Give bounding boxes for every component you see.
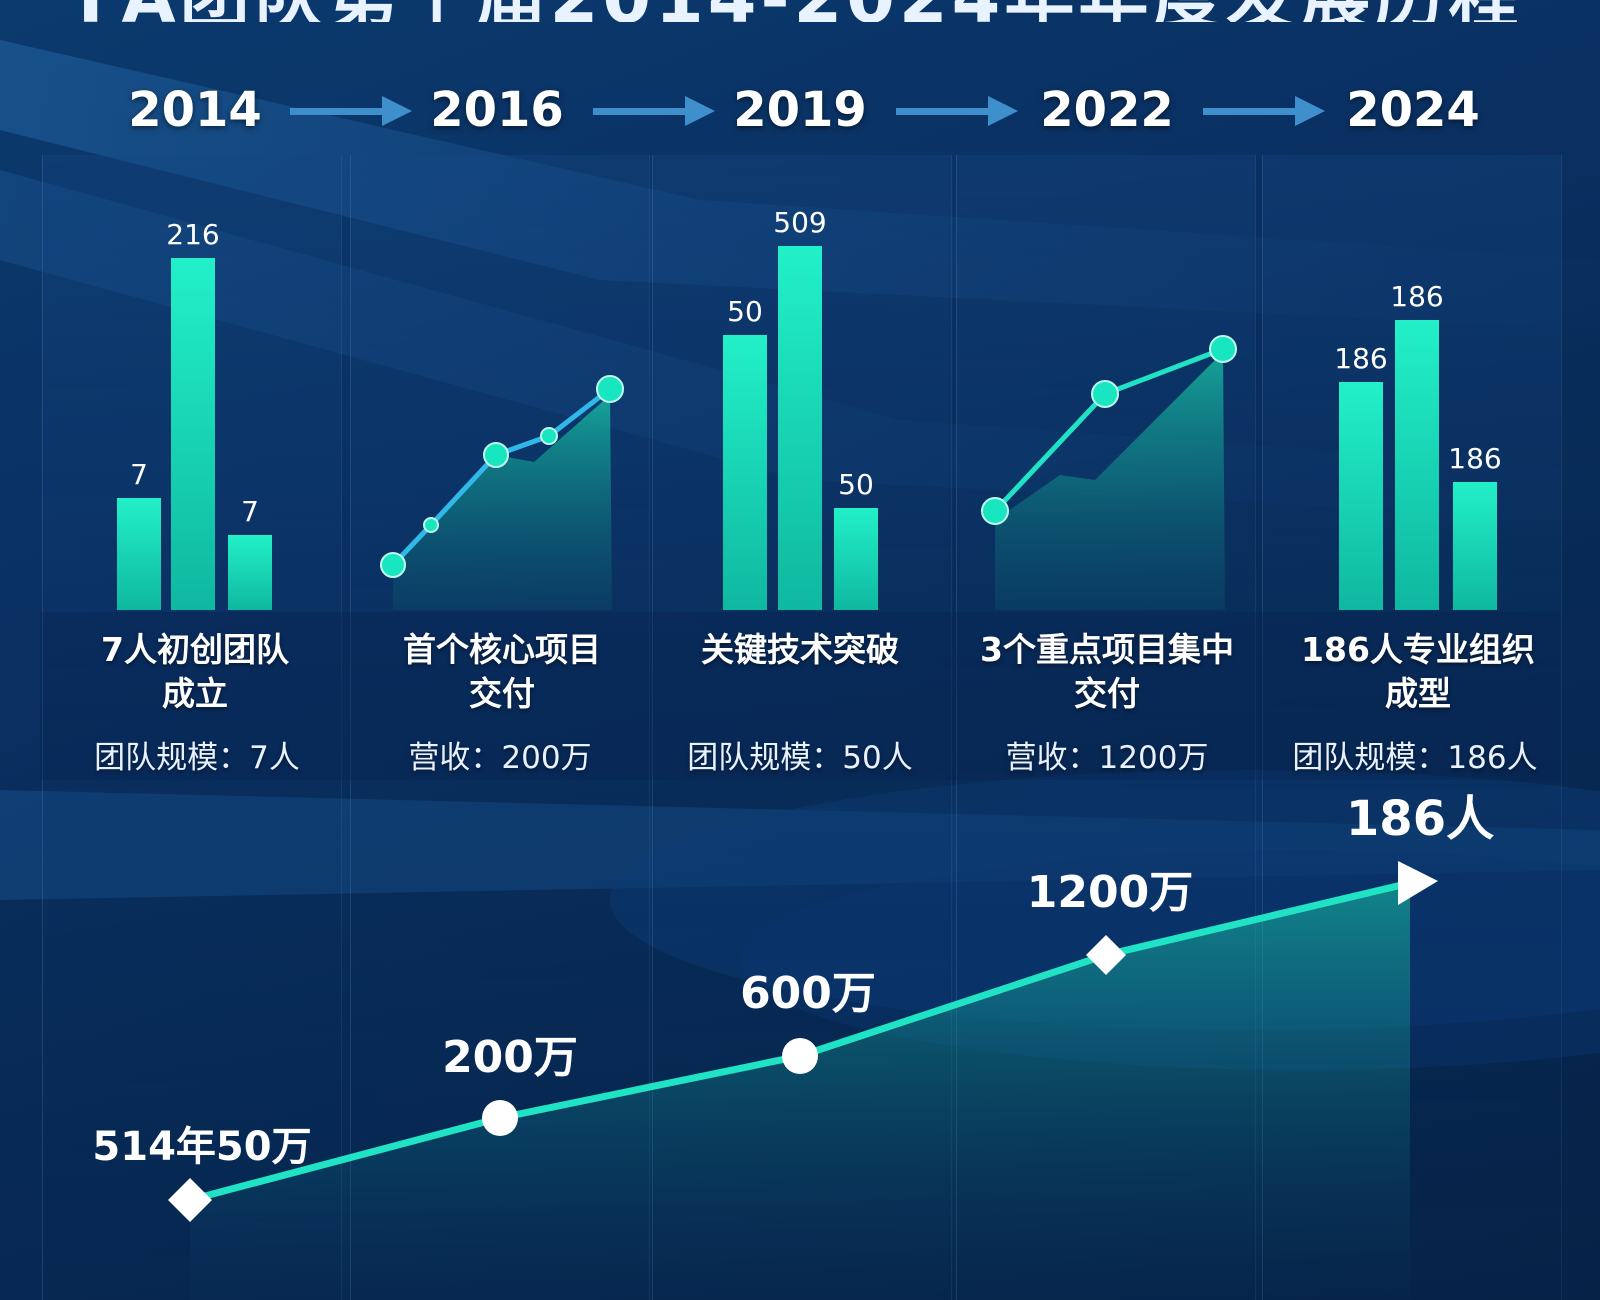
year-2022: 2022 — [1040, 82, 1174, 138]
bar — [1339, 382, 1383, 610]
year-2024: 2024 — [1346, 82, 1480, 138]
year-2014: 2014 — [128, 82, 262, 138]
milestone-title-line: 交付 — [1074, 674, 1140, 713]
milestone-2022: 3个重点项目集中 交付 — [957, 628, 1257, 716]
bar — [834, 508, 878, 610]
milestone-2019: 关键技术突破 — [650, 628, 950, 672]
milestone-title-line: 3个重点项目集中 — [980, 630, 1234, 669]
milestone-band — [40, 612, 1560, 780]
bar-value-label: 50 — [727, 295, 763, 328]
milestone-title-line: 交付 — [469, 674, 535, 713]
data-point — [1209, 335, 1237, 363]
bar — [117, 498, 161, 610]
data-point — [540, 427, 558, 445]
bar — [228, 535, 272, 610]
milestone-title-line: 7人初创团队 — [101, 630, 289, 669]
bar-value-label: 50 — [838, 468, 874, 501]
timeline-marker — [482, 1100, 518, 1136]
bar — [778, 246, 822, 610]
timeline-point-label: 600万 — [740, 968, 876, 1019]
metric-2022: 营收：1200万 — [1005, 740, 1209, 776]
data-point — [596, 375, 624, 403]
timeline-area — [190, 883, 1410, 1300]
timeline-arrow — [1398, 861, 1438, 905]
area-fill — [393, 395, 612, 610]
data-point — [423, 517, 439, 533]
milestone-title-line: 首个核心项目 — [403, 630, 601, 669]
bar-value-label: 7 — [241, 495, 259, 528]
timeline-point-label: 1200万 — [1027, 867, 1193, 918]
milestone-2016: 首个核心项目 交付 — [352, 628, 652, 716]
metric-2014: 团队规模：7人 — [94, 740, 300, 776]
bar-value-label: 509 — [773, 206, 826, 239]
page-title: FA团队第十届2014-2024年年度发展历程 — [0, 0, 1600, 22]
metric-2016: 营收：200万 — [408, 740, 592, 776]
metric-2024: 团队规模：186人 — [1292, 740, 1538, 776]
timeline-point-label: 200万 — [442, 1032, 578, 1083]
data-point — [1091, 380, 1119, 408]
bar-value-label: 216 — [166, 218, 219, 251]
timeline-marker — [1086, 935, 1126, 975]
year-arrows — [290, 96, 1325, 126]
timeline-marker — [168, 1178, 212, 1222]
bar-value-label: 7 — [130, 458, 148, 491]
bar — [171, 258, 215, 610]
metric-2019: 团队规模：50人 — [687, 740, 913, 776]
data-point — [981, 497, 1009, 525]
milestone-title-line: 成立 — [162, 674, 228, 713]
bar-value-label: 186 — [1448, 442, 1501, 475]
milestone-title-line: 成型 — [1385, 674, 1451, 713]
bar — [1453, 482, 1497, 610]
year-2016: 2016 — [430, 82, 564, 138]
data-point — [380, 552, 406, 578]
data-point — [483, 442, 509, 468]
area-fill — [995, 352, 1225, 610]
year-2019: 2019 — [733, 82, 867, 138]
timeline-marker — [782, 1038, 818, 1074]
bar — [723, 335, 767, 610]
milestone-title-line: 关键技术突破 — [701, 630, 899, 669]
bar — [1395, 320, 1439, 610]
milestone-2014: 7人初创团队 成立 — [45, 628, 345, 716]
milestone-2024: 186人专业组织 成型 — [1268, 628, 1568, 716]
timeline-point-label: 186人 — [1346, 791, 1494, 847]
timeline-point-label: 514年50万 — [92, 1124, 311, 1170]
milestone-title-line: 186人专业组织 — [1301, 630, 1535, 669]
bar-value-label: 186 — [1334, 342, 1387, 375]
bar-value-label: 186 — [1390, 280, 1443, 313]
